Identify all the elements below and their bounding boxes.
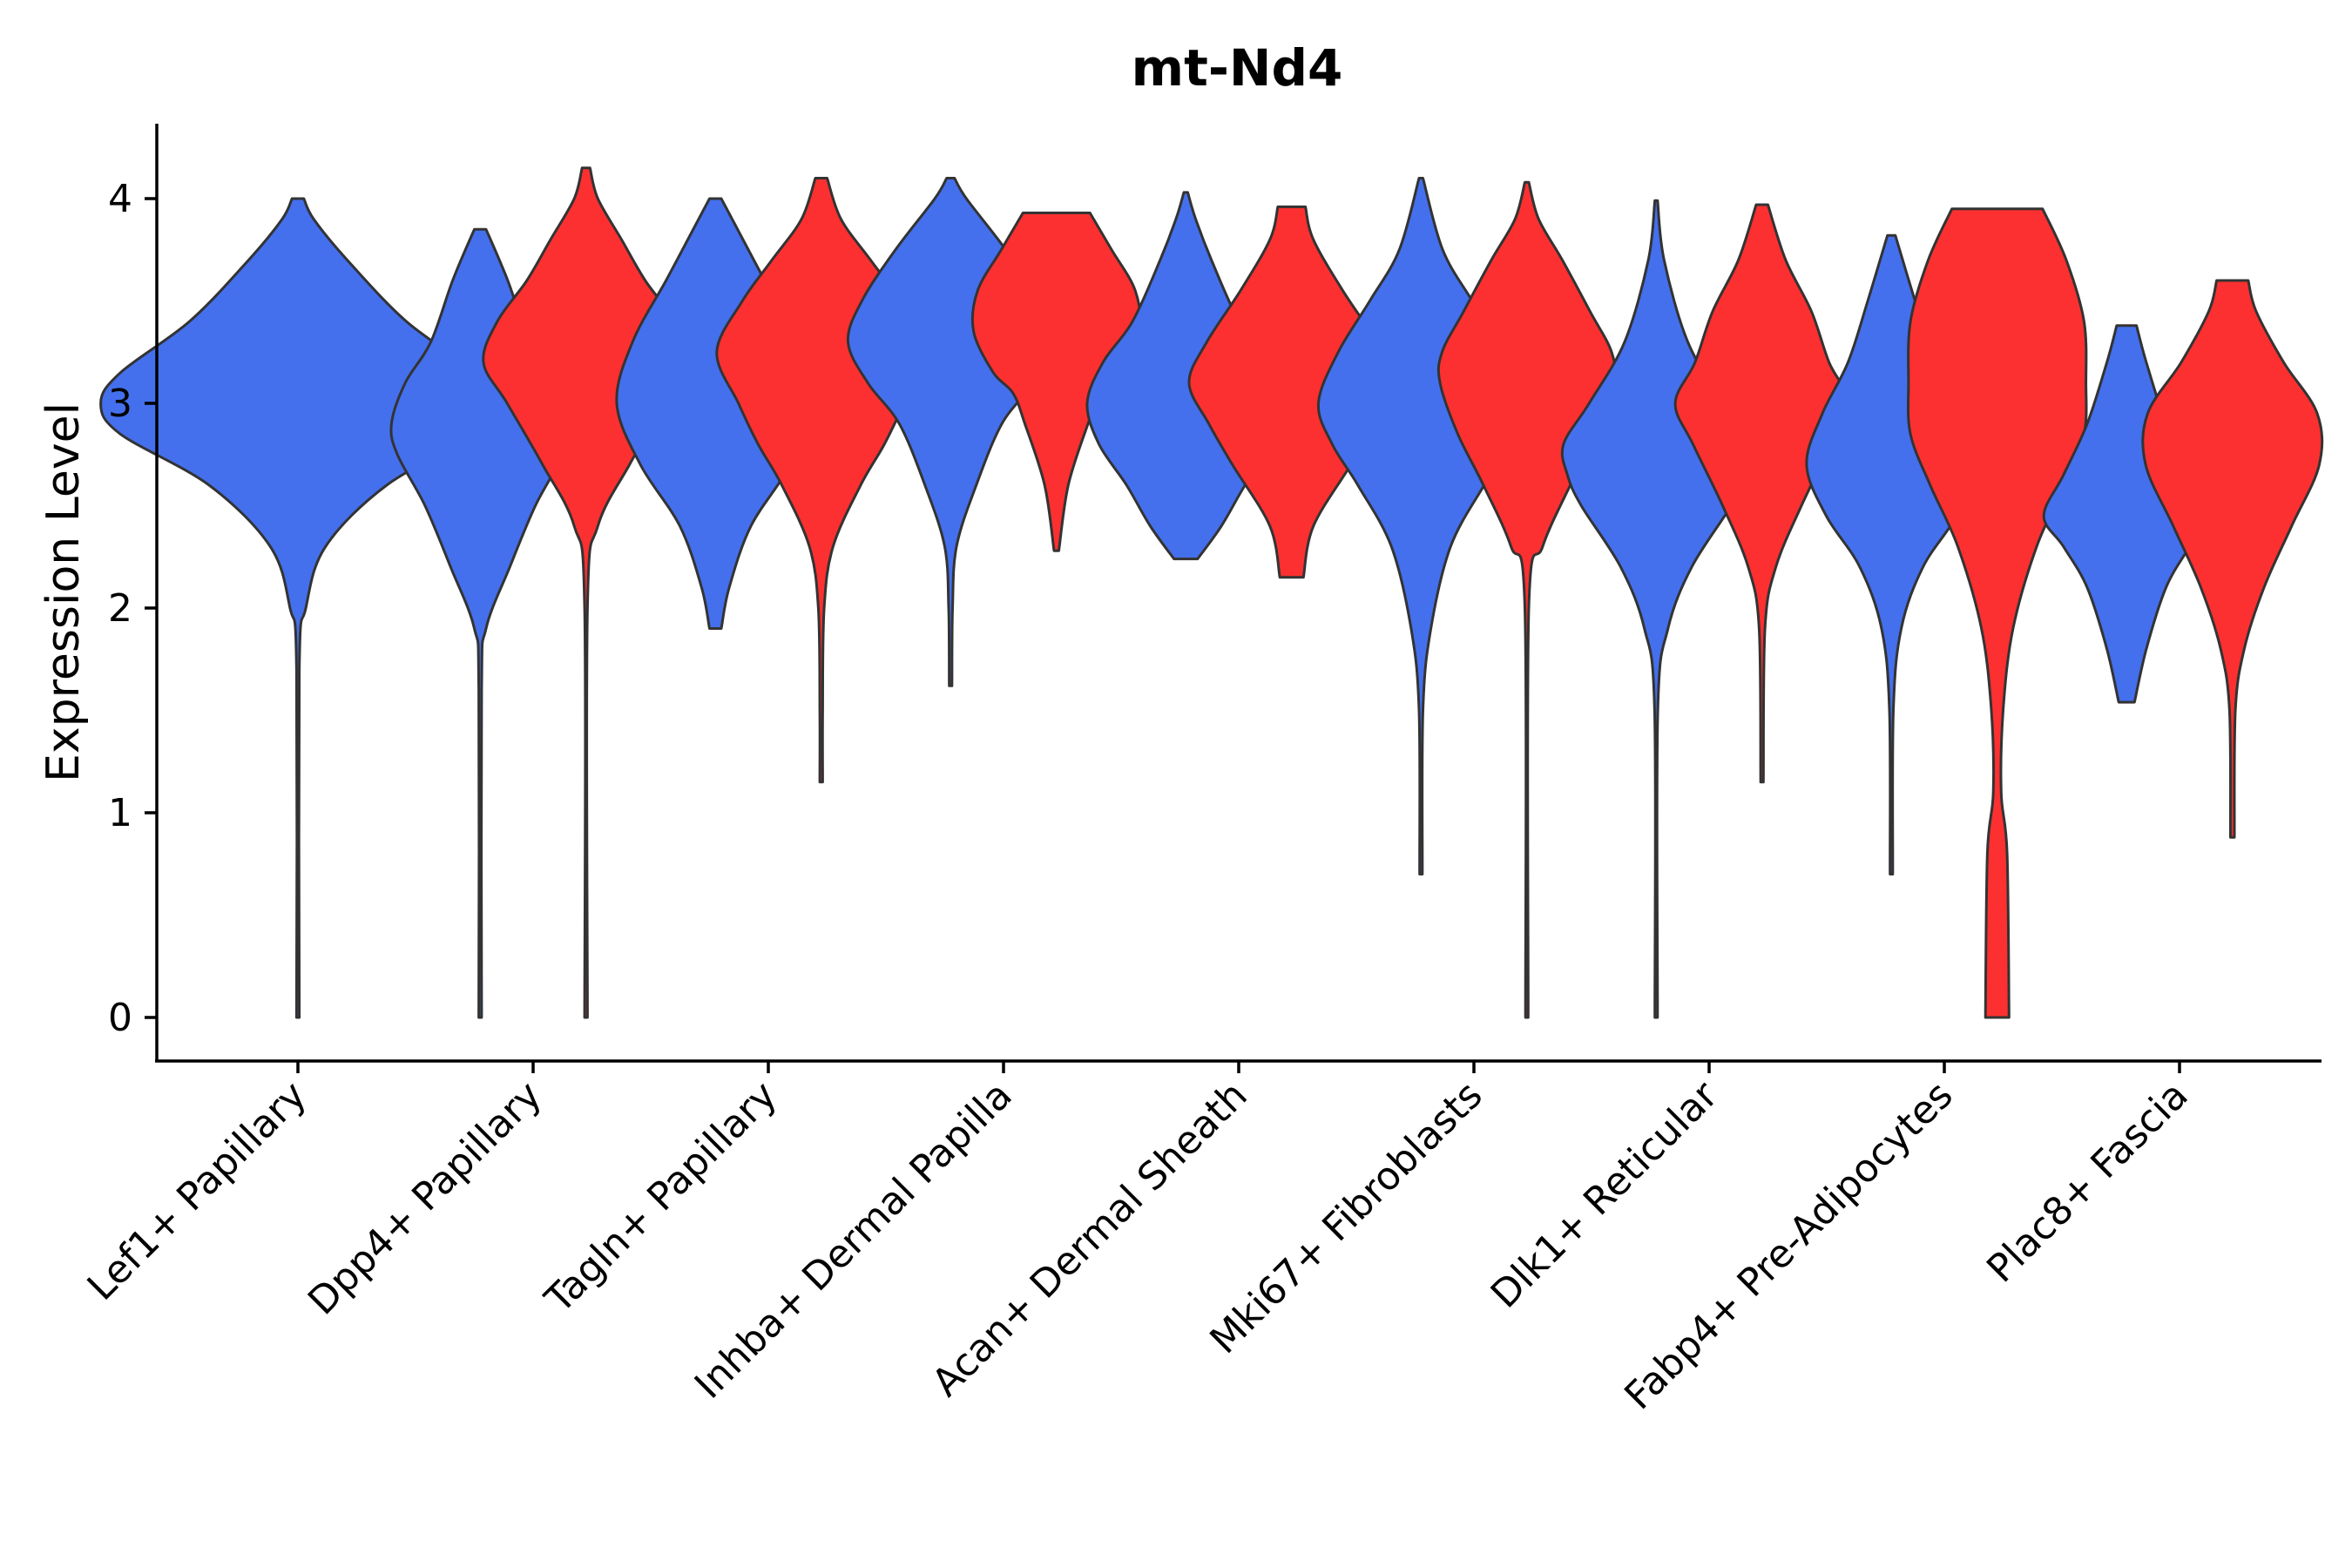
violin-red-8	[2141, 279, 2324, 839]
violin-blue-8	[2042, 324, 2211, 704]
x-tick-label: Plac8+ Fascia	[1978, 1073, 2197, 1292]
x-tick-label: Mki67+ Fibroblasts	[1201, 1073, 1490, 1362]
violin-blue-0	[99, 197, 497, 1019]
x-tick-label: Lef1+ Papillary	[79, 1073, 315, 1309]
violin-red-5	[1436, 180, 1617, 1019]
x-tick-label: Dlk1+ Reticular	[1483, 1072, 1727, 1317]
y-axis-label: Expression Level	[37, 402, 90, 782]
y-tick-label: 0	[108, 996, 132, 1040]
violin-red-6	[1673, 203, 1850, 784]
x-tick-label: Tagln+ Papillary	[537, 1073, 786, 1322]
x-tick-label: Dpp4+ Papillary	[300, 1073, 551, 1324]
y-tick-label: 3	[108, 382, 132, 426]
y-tick-label: 1	[108, 791, 132, 835]
y-tick-label: 4	[108, 177, 132, 221]
y-tick-label: 2	[108, 586, 132, 631]
violin-red-7	[1906, 207, 2088, 1019]
chart-title: mt-Nd4	[1132, 38, 1343, 98]
